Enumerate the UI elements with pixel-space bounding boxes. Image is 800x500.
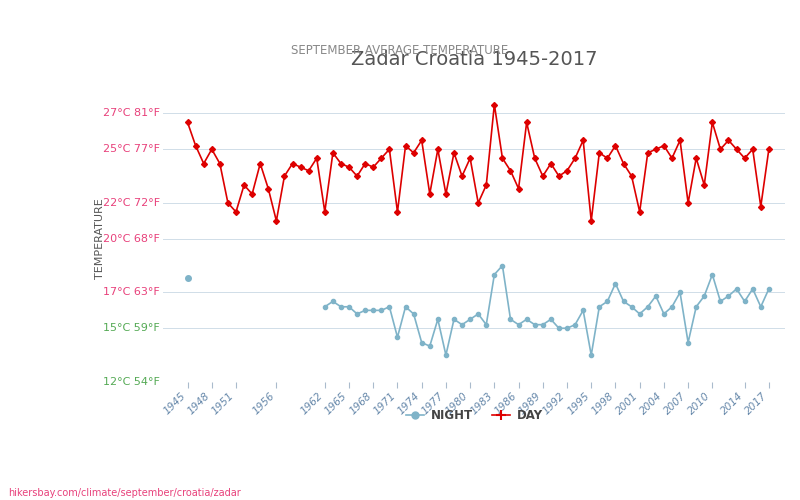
DAY — [490, 102, 499, 107]
NIGHT — [764, 286, 774, 292]
DAY — [699, 182, 709, 188]
NIGHT — [610, 280, 620, 286]
Text: hikersbay.com/climate/september/croatia/zadar: hikersbay.com/climate/september/croatia/… — [8, 488, 241, 498]
Text: 17°C 63°F: 17°C 63°F — [103, 288, 160, 298]
Text: 25°C 77°F: 25°C 77°F — [103, 144, 160, 154]
DAY — [320, 209, 330, 215]
DAY — [683, 200, 693, 206]
Text: 22°C 72°F: 22°C 72°F — [103, 198, 160, 208]
Text: 15°C 59°F: 15°C 59°F — [103, 324, 160, 334]
DAY — [764, 146, 774, 152]
Text: 20°C 68°F: 20°C 68°F — [103, 234, 160, 244]
NIGHT — [498, 262, 507, 268]
Text: 12°C 54°F: 12°C 54°F — [103, 377, 160, 387]
NIGHT — [320, 304, 330, 310]
NIGHT — [586, 352, 596, 358]
Line: NIGHT: NIGHT — [322, 264, 771, 357]
Legend: NIGHT, DAY: NIGHT, DAY — [401, 404, 548, 427]
NIGHT — [627, 304, 637, 310]
Text: 27°C 81°F: 27°C 81°F — [103, 108, 160, 118]
NIGHT — [328, 298, 338, 304]
NIGHT — [675, 290, 685, 296]
NIGHT — [441, 352, 450, 358]
Y-axis label: TEMPERATURE: TEMPERATURE — [95, 198, 105, 279]
Text: SEPTEMBER AVERAGE TEMPERATURE: SEPTEMBER AVERAGE TEMPERATURE — [291, 44, 509, 57]
DAY — [482, 182, 491, 188]
DAY — [385, 146, 394, 152]
Title: Zadar Croatia 1945-2017: Zadar Croatia 1945-2017 — [351, 50, 598, 69]
NIGHT — [490, 272, 499, 278]
DAY — [271, 218, 281, 224]
DAY — [182, 120, 192, 126]
Line: DAY: DAY — [186, 102, 771, 223]
DAY — [724, 138, 734, 143]
